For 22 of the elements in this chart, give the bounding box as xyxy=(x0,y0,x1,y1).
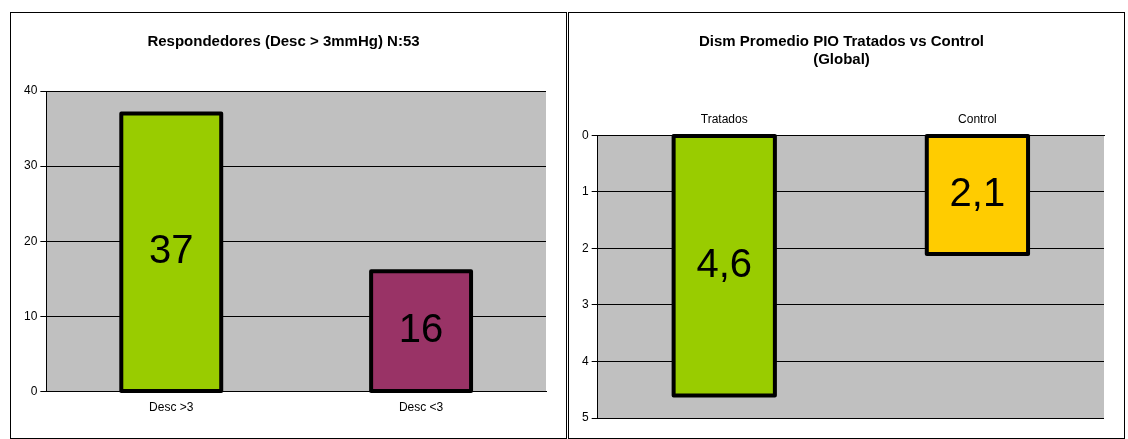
data-label: 2,1 xyxy=(949,170,1006,215)
y-tick-label: 0 xyxy=(30,383,38,398)
y-tick-label: 0 xyxy=(581,127,589,142)
y-tick-label: 2 xyxy=(581,240,589,255)
text: (Global) xyxy=(813,50,870,68)
data-label: 37 xyxy=(149,227,194,272)
text: Dism Promedio PIO Tratados vs Control xyxy=(698,32,985,50)
x-tick-label: Control xyxy=(958,111,997,126)
y-tick-label: 40 xyxy=(23,83,38,98)
y-tick-label: 10 xyxy=(23,308,38,323)
x-tick-label: Tratados xyxy=(700,111,748,126)
x-tick-label: Desc <3 xyxy=(398,400,444,415)
chart-title: Respondedores (Desc > 3mmHg) N:53 xyxy=(147,32,420,50)
y-tick-label: 30 xyxy=(23,158,38,173)
y-tick-label: 4 xyxy=(581,353,589,368)
x-tick-label: Desc >3 xyxy=(149,400,194,415)
data-label: 4,6 xyxy=(696,240,753,285)
y-tick-label: 3 xyxy=(581,297,589,312)
y-tick-label: 20 xyxy=(23,233,38,248)
data-label: 16 xyxy=(398,306,444,351)
y-tick-label: 1 xyxy=(581,184,589,199)
y-tick-label: 5 xyxy=(581,410,589,425)
